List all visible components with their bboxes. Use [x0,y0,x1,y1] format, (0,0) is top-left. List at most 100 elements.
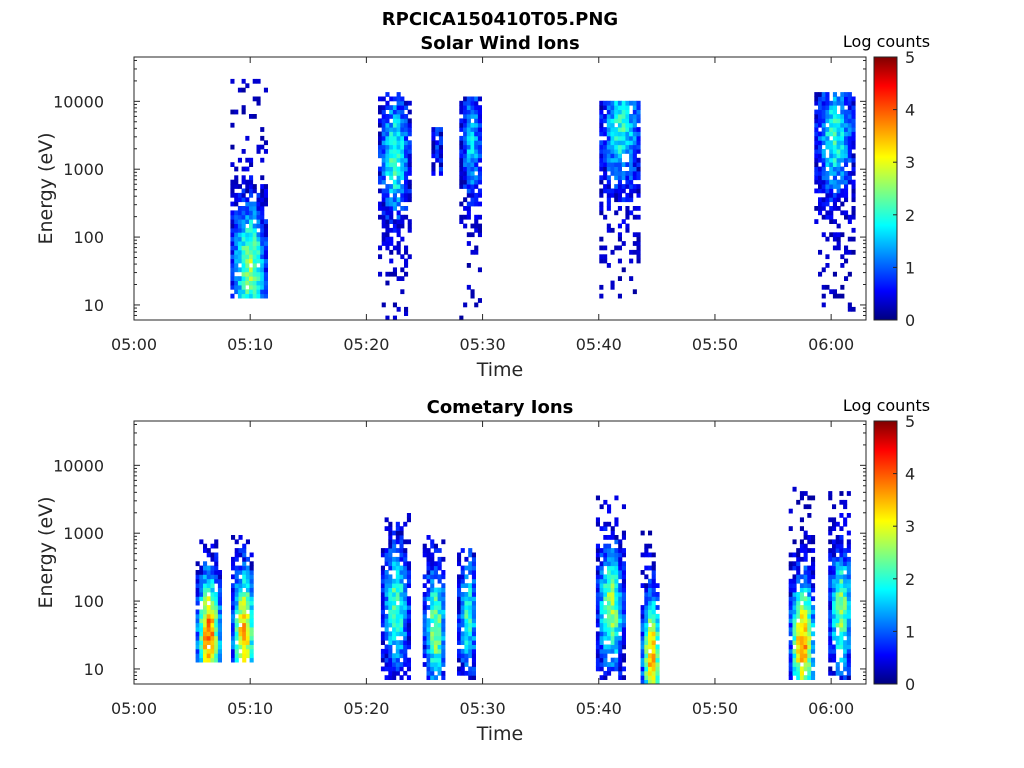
heatmap-cell [614,127,619,132]
heatmap-cell [610,622,615,628]
heatmap-cell [245,293,250,299]
heatmap-cell [644,618,649,624]
heatmap-cell [828,530,833,536]
heatmap-cell [832,175,837,181]
plot-area-frame [133,420,867,685]
heatmap-cell [234,184,239,189]
heatmap-cell [380,657,385,663]
heatmap-cell [474,166,479,172]
heatmap-cell [832,144,837,150]
heatmap-cell [406,609,411,615]
heatmap-cell [621,219,626,224]
heatmap-cell [426,556,431,562]
heatmap-cell [403,644,408,650]
heatmap-cell [210,609,215,615]
heatmap-cell [832,539,837,545]
heatmap-cell [599,192,604,198]
heatmap-cell [648,644,653,650]
heatmap-cell [234,631,239,637]
heatmap-cell [433,570,438,575]
heatmap-cell [399,653,404,659]
heatmap-cell [384,556,389,562]
heatmap-cell [392,675,397,680]
heatmap-cell [245,219,250,224]
heatmap-cell [435,153,440,159]
heatmap-cell [851,114,856,119]
heatmap-cell [214,613,219,619]
heatmap-cell [217,618,222,624]
heatmap-cell [234,618,239,624]
heatmap-cell [206,574,211,580]
heatmap-cell [468,666,473,672]
heatmap-cell [242,605,247,610]
heatmap-cell [796,666,801,672]
heatmap-cell [599,504,604,510]
heatmap-cell [249,162,254,167]
heatmap-cell [470,149,475,154]
heatmap-cell [457,670,462,676]
heatmap-cell [832,100,837,106]
heatmap-cell [395,592,400,597]
heatmap-cell [380,635,385,641]
heatmap-cell [245,166,250,172]
heatmap-cell [644,662,649,667]
heatmap-cell [241,179,246,185]
heatmap-cell [803,622,808,628]
heatmap-cell [606,227,611,233]
heatmap-cell [829,171,834,176]
heatmap-cell [788,587,793,593]
heatmap-cell [463,184,468,189]
heatmap-cell [404,306,409,312]
heatmap-cell [252,293,257,299]
heatmap-cell [381,206,386,211]
heatmap-cell [803,648,808,654]
heatmap-cell [846,613,851,619]
heatmap-cell [474,100,479,106]
heatmap-cell [260,157,265,163]
heatmap-cell [470,249,475,255]
heatmap-cell [607,592,612,597]
heatmap-cell [392,131,397,137]
x-tick-label: 05:30 [460,335,506,354]
heatmap-cell [843,574,848,580]
heatmap-cell [614,517,619,523]
heatmap-cell [430,543,435,549]
heatmap-cell [839,565,844,571]
heatmap-cell [441,648,446,654]
heatmap-cell [459,219,464,224]
heatmap-cell [404,188,409,194]
heatmap-cell [430,605,435,610]
heatmap-cell [603,583,608,588]
heatmap-cell [477,96,482,102]
heatmap-cell [599,596,604,602]
heatmap-cell [621,105,626,110]
heatmap-cell [231,574,236,580]
heatmap-cell [835,565,840,571]
heatmap-cell [846,548,851,553]
heatmap-cell [441,539,446,545]
heatmap-cell [195,648,200,654]
heatmap-cell [433,640,438,645]
heatmap-cell [385,184,390,189]
heatmap-cell [840,254,845,260]
heatmap-cell [843,556,848,562]
heatmap-cell [395,556,400,562]
heatmap-cell [426,666,431,672]
heatmap-cell [846,543,851,549]
heatmap-cell [392,109,397,115]
heatmap-cell [249,232,254,238]
heatmap-cell [651,565,656,571]
heatmap-cell [378,201,383,207]
heatmap-cell [468,570,473,575]
heatmap-cell [606,100,611,106]
heatmap-cell [832,526,837,531]
heatmap-cell [459,179,464,185]
heatmap-cell [381,175,386,181]
heatmap-cell [210,613,215,619]
heatmap-cell [603,605,608,610]
heatmap-cell [828,618,833,624]
heatmap-cell [471,644,476,650]
heatmap-cell [835,618,840,624]
heatmap-cell [470,201,475,207]
heatmap-cell [474,184,479,189]
